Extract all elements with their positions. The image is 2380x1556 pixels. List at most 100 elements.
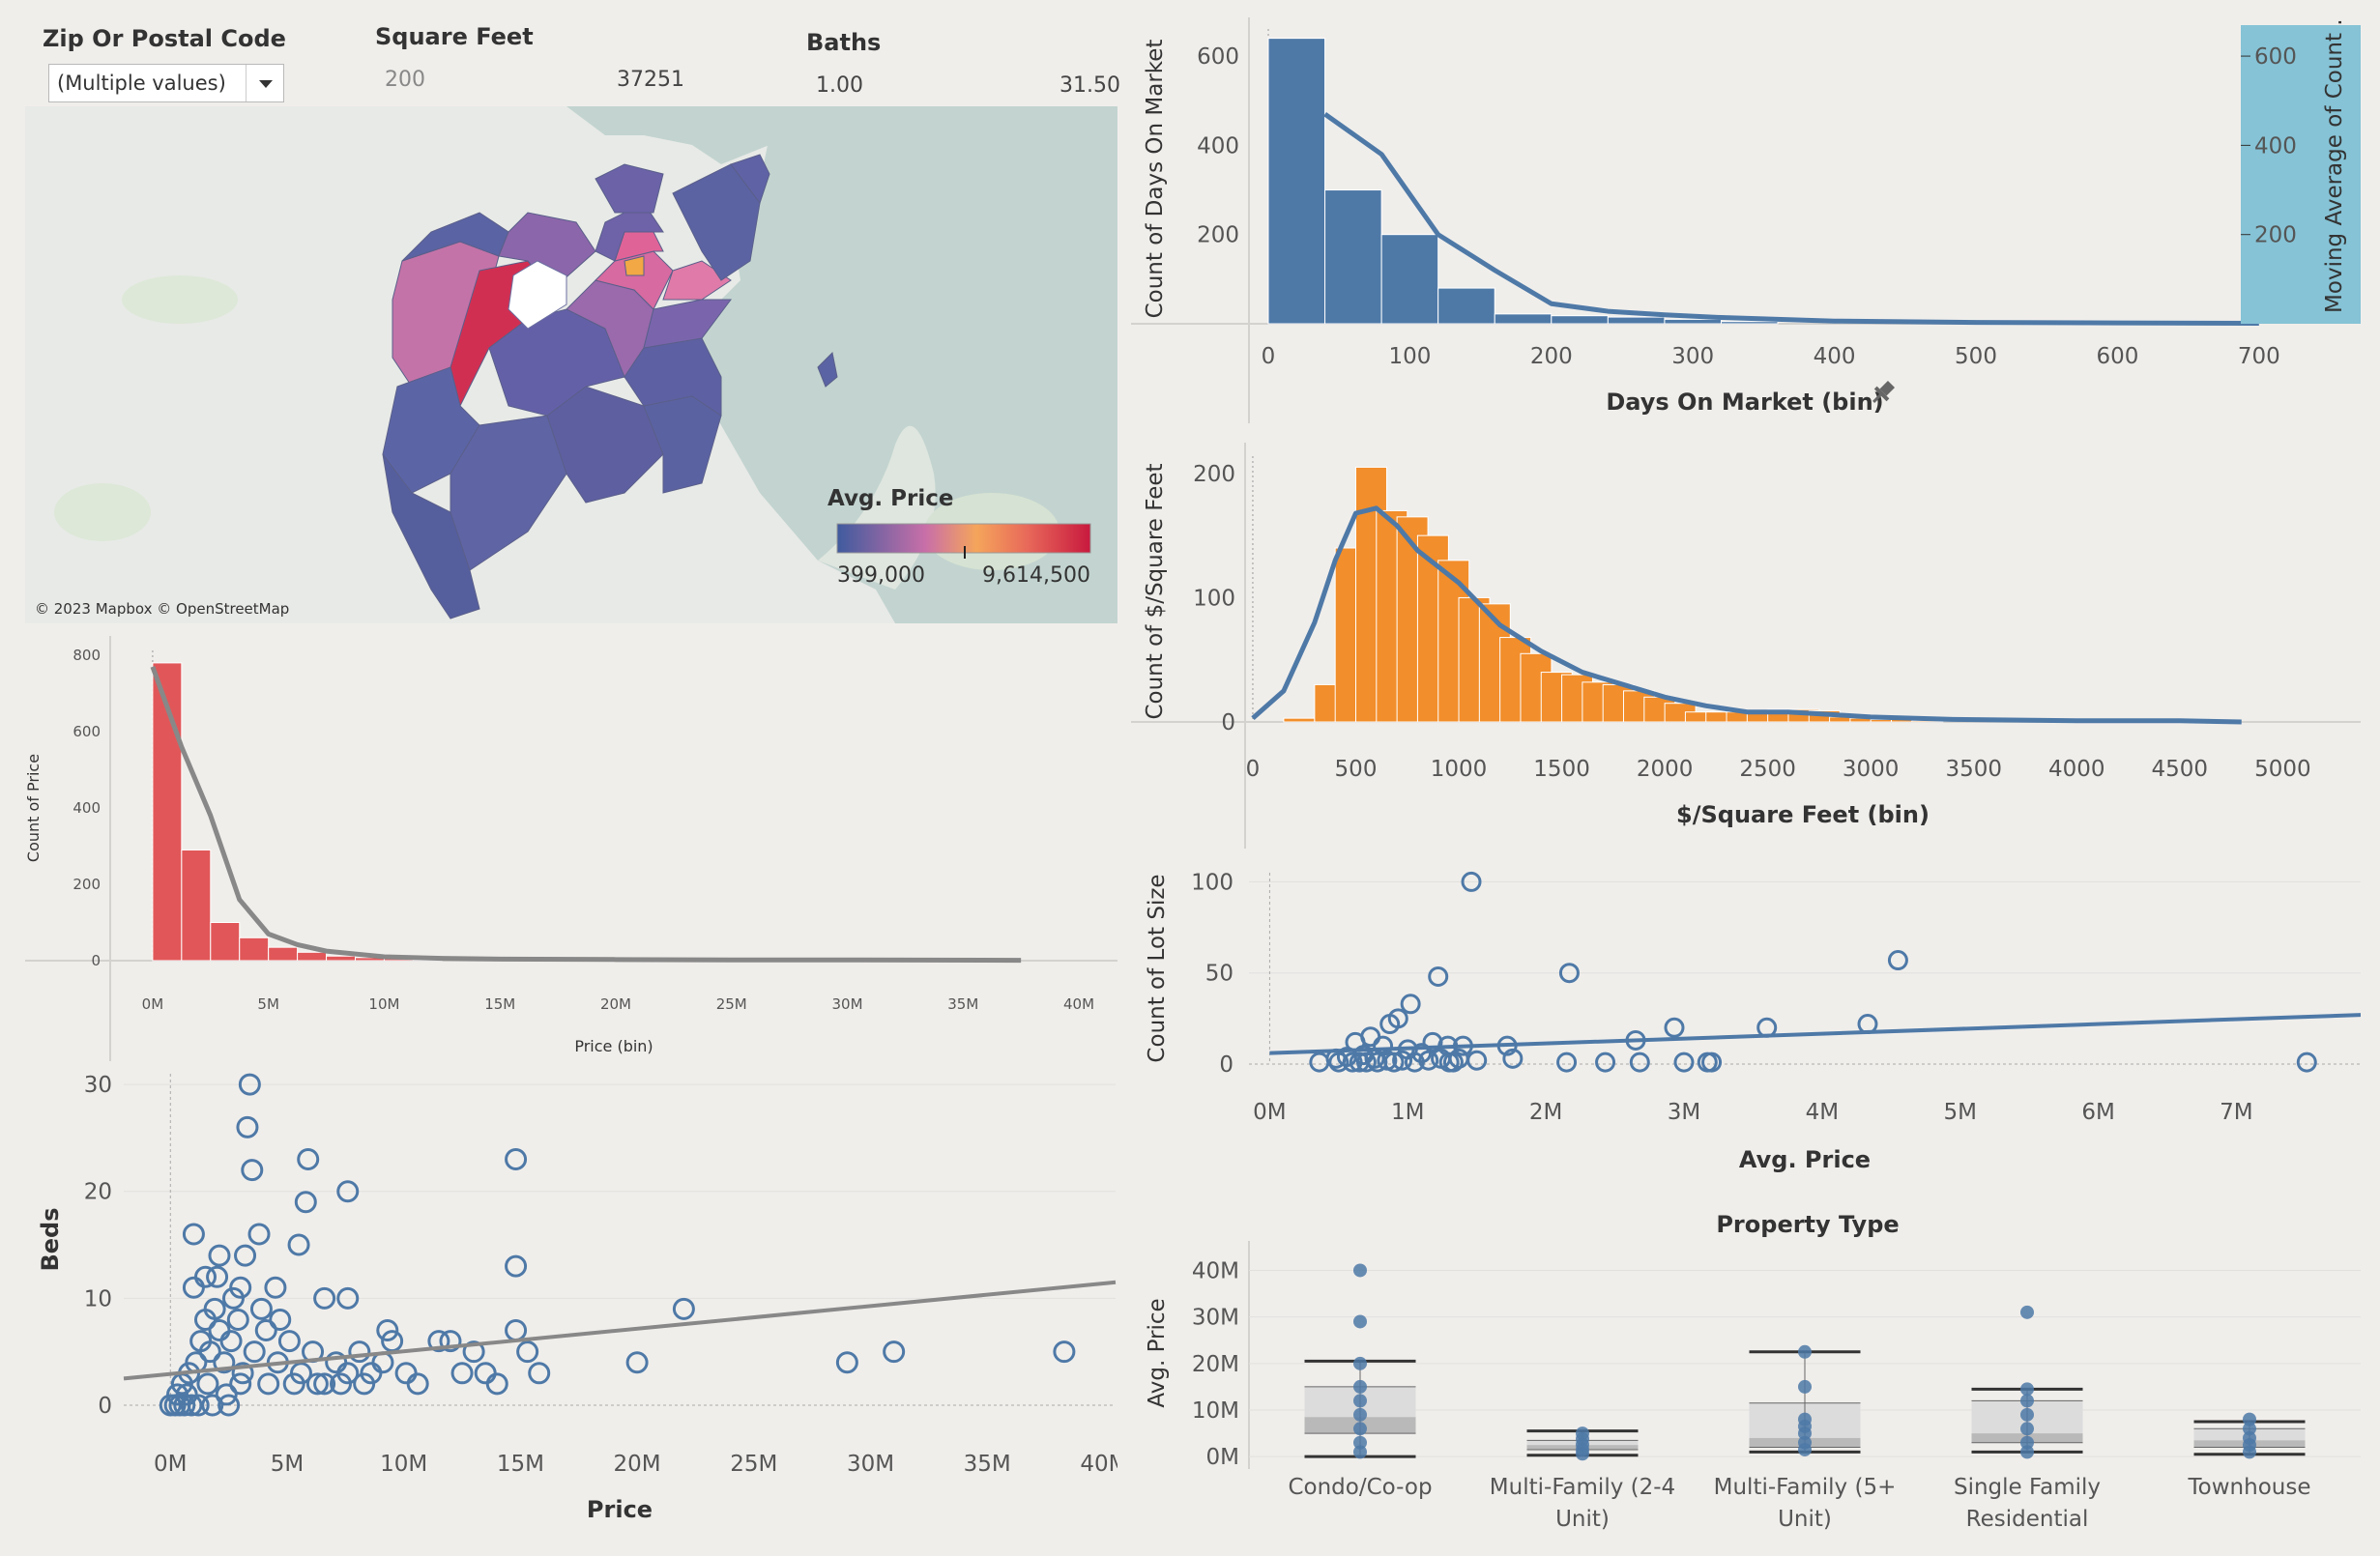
category-label: Multi-Family (2-4 Unit)	[1490, 1475, 1675, 1532]
histogram-bar	[181, 849, 212, 962]
x-tick-label: 2000	[1637, 757, 1694, 782]
price-histogram[interactable]: 0M 5M 10M 15M 20M 25M 30M 35M 40M 0 200 400 600 800 Pr…	[25, 636, 1117, 1061]
box-point	[2020, 1435, 2034, 1450]
scatter-point	[406, 1372, 429, 1396]
box-point	[2243, 1412, 2256, 1426]
price-per-sqft-histogram[interactable]: 0 500 1000 1500 2000 2500 3000 3500 4000 4500 5000…	[1131, 443, 2361, 849]
scatter-point	[485, 1372, 508, 1396]
beds-price-scatter[interactable]: 0M 5M 10M 15M 20M 25M 30M 35M 40M 0 10 20 30 Price Bed…	[25, 1073, 1117, 1546]
y-tick-label: 0	[1221, 710, 1235, 735]
histogram-bar	[239, 936, 270, 962]
zip-region[interactable]	[450, 415, 567, 571]
y-tick-label: 20M	[1192, 1352, 1239, 1377]
x-tick-label: 0M	[154, 1452, 187, 1477]
map-harbor	[566, 106, 789, 164]
zip-region[interactable]	[595, 163, 664, 214]
sqft-filter-max[interactable]: 37251	[617, 68, 684, 92]
trend-line	[150, 666, 1022, 964]
scatter-point	[1392, 1050, 1413, 1071]
zip-region[interactable]	[730, 154, 770, 205]
scatter-point	[835, 1351, 858, 1374]
scatter-point	[336, 1180, 360, 1203]
x-tick-label: 3000	[1843, 757, 1900, 782]
chart-background	[25, 1073, 1117, 1546]
y-axis-title: Count of Lot Size	[1145, 874, 1170, 1062]
scatter-point	[330, 1372, 353, 1396]
scatter-point	[231, 1362, 254, 1385]
zip-region[interactable]	[662, 260, 732, 301]
y-tick-label: 200	[73, 876, 101, 893]
histogram-bar	[297, 951, 328, 962]
zip-filter-dropdown[interactable]: (Multiple values)	[48, 64, 284, 102]
x-tick-label: 6M	[2081, 1100, 2114, 1125]
chevron-down-icon[interactable]	[246, 65, 283, 101]
right-y-tick-label: 400	[2254, 133, 2297, 158]
map-attribution[interactable]: © 2023 Mapbox © OpenStreetMap	[35, 600, 289, 618]
box-point	[1353, 1394, 1367, 1408]
scatter-point	[376, 1319, 399, 1342]
x-tick-label: 0M	[142, 995, 164, 1013]
zip-region[interactable]	[817, 351, 838, 388]
y-tick-label: 0	[98, 1394, 112, 1419]
scatter-point	[243, 1340, 266, 1364]
y-tick-label: 200	[1197, 223, 1239, 248]
scatter-point	[1673, 1052, 1695, 1073]
x-tick-label: 10M	[380, 1452, 427, 1477]
scatter-point	[241, 1159, 264, 1182]
scatter-point	[336, 1286, 360, 1310]
lot-size-scatter[interactable]: 0M 1M 2M 3M 4M 5M 6M 7M 0 50 100 Avg. Price Count of…	[1131, 860, 2361, 1189]
scatter-point	[1558, 963, 1580, 984]
property-type-boxplot[interactable]: 0M 10M 20M 30M 40M Property Type Avg. Price Con…	[1131, 1198, 2361, 1546]
scatter-point	[206, 1265, 229, 1288]
zip-region[interactable]	[595, 202, 664, 262]
y-tick-label: 600	[73, 723, 101, 740]
scatter-point	[1887, 950, 1908, 971]
sqft-filter-min[interactable]: 200	[385, 68, 425, 92]
x-tick-label: 3500	[1945, 757, 2002, 782]
box-point	[2020, 1382, 2034, 1397]
baths-filter-min[interactable]: 1.00	[816, 73, 863, 98]
scatter-point	[198, 1340, 221, 1364]
map-water	[692, 106, 1117, 623]
box-point	[2243, 1445, 2256, 1459]
y-tick-label: 0	[1219, 1052, 1234, 1078]
x-tick-label: 35M	[947, 995, 978, 1013]
zip-region[interactable]	[382, 453, 480, 620]
y-tick-label: 100	[1191, 870, 1234, 895]
right-y-tick-label: 600	[2254, 44, 2297, 70]
x-tick-label: 100	[1388, 344, 1431, 369]
y-tick-label: 50	[1205, 962, 1234, 987]
scatter-point	[1053, 1340, 1076, 1364]
y-tick-label: 200	[1193, 462, 1235, 487]
x-tick-label: 500	[1955, 344, 1997, 369]
y-tick-label: 0M	[1206, 1445, 1239, 1470]
x-tick-label: 2M	[1529, 1100, 1562, 1125]
scatter-point	[313, 1286, 336, 1310]
scatter-point	[1466, 1050, 1488, 1071]
zip-region[interactable]	[624, 337, 722, 417]
scatter-point	[1461, 871, 1482, 892]
zip-region[interactable]	[624, 255, 645, 276]
scatter-point	[313, 1372, 336, 1396]
histogram-bar	[326, 955, 356, 962]
scatter-point	[505, 1148, 528, 1171]
days-on-market-histogram[interactable]: 0 100 200 300 400 500 600 700 200 400 600 Days On M…	[1131, 17, 2361, 423]
scatter-point	[1502, 1048, 1524, 1069]
trend-line	[1269, 1013, 2361, 1055]
scatter-point	[236, 1115, 259, 1138]
scatter-point	[229, 1276, 252, 1299]
zip-regions[interactable]	[382, 154, 838, 620]
y-tick-label: 40M	[1192, 1258, 1239, 1283]
zip-region[interactable]	[498, 212, 596, 291]
baths-filter-max[interactable]: 31.50	[1059, 73, 1120, 98]
scatter-point	[505, 1254, 528, 1278]
x-axis-title: Days On Market (bin)	[1606, 389, 1883, 416]
box-point	[2020, 1394, 2034, 1408]
x-tick-label: 25M	[730, 1452, 777, 1477]
trend-line	[1323, 112, 2259, 327]
histogram-bar	[1283, 717, 1316, 723]
pin-icon[interactable]	[1868, 378, 1898, 408]
right-axis-band	[2241, 25, 2361, 324]
price-map[interactable]: © 2023 Mapbox © OpenStreetMap Avg. Price…	[25, 106, 1117, 623]
